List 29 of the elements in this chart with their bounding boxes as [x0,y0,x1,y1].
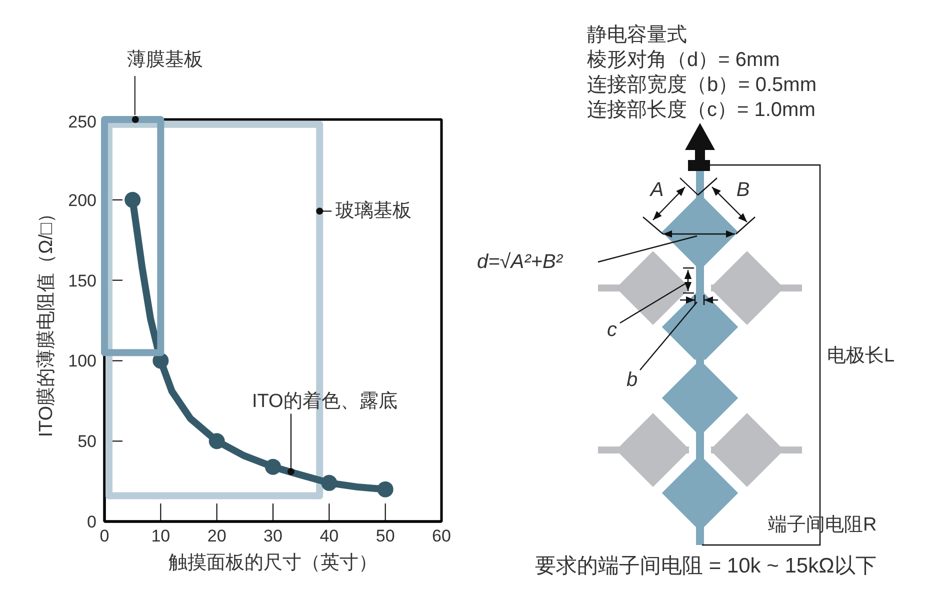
annotation: 薄膜基板 [126,50,203,70]
y-tick-label: 150 [68,271,97,290]
text: 棱形对角（d）= 6mm [587,49,780,71]
text: c [607,319,617,341]
x-tick-label: 20 [207,526,226,546]
x-tick-label: 0 [100,526,110,546]
text: B [736,179,750,201]
y-tick-label: 100 [68,352,97,371]
text: 静电容量式 [587,24,687,46]
text: A [649,179,664,201]
x-tick-label: 40 [320,526,339,546]
text: b [626,369,638,391]
x-tick-label: 30 [264,526,282,546]
y-axis-title: ITO膜的薄膜电阻值（Ω/□） [36,204,58,438]
text: 连接部长度（c）= 1.0mm [587,99,816,121]
annotation: 玻璃基板 [336,200,412,222]
y-tick-label: 0 [87,512,97,532]
text: 要求的端子间电阻 = 10k ~ 15kΩ以下 [535,554,876,578]
text: d=√A²+B² [477,251,564,273]
text: 电极长L [827,346,895,366]
x-axis-title: 触摸面板的尺寸（英寸） [168,552,378,574]
text: 连接部宽度（b）= 0.5mm [587,74,816,96]
x-tick-label: 60 [432,526,451,546]
x-tick-label: 10 [151,526,170,546]
annotation: ITO的着色、露底 [252,390,398,412]
y-tick-label: 50 [78,432,97,452]
y-tick-label: 250 [68,112,97,132]
y-tick-label: 200 [68,190,97,210]
x-tick-label: 50 [376,526,395,546]
